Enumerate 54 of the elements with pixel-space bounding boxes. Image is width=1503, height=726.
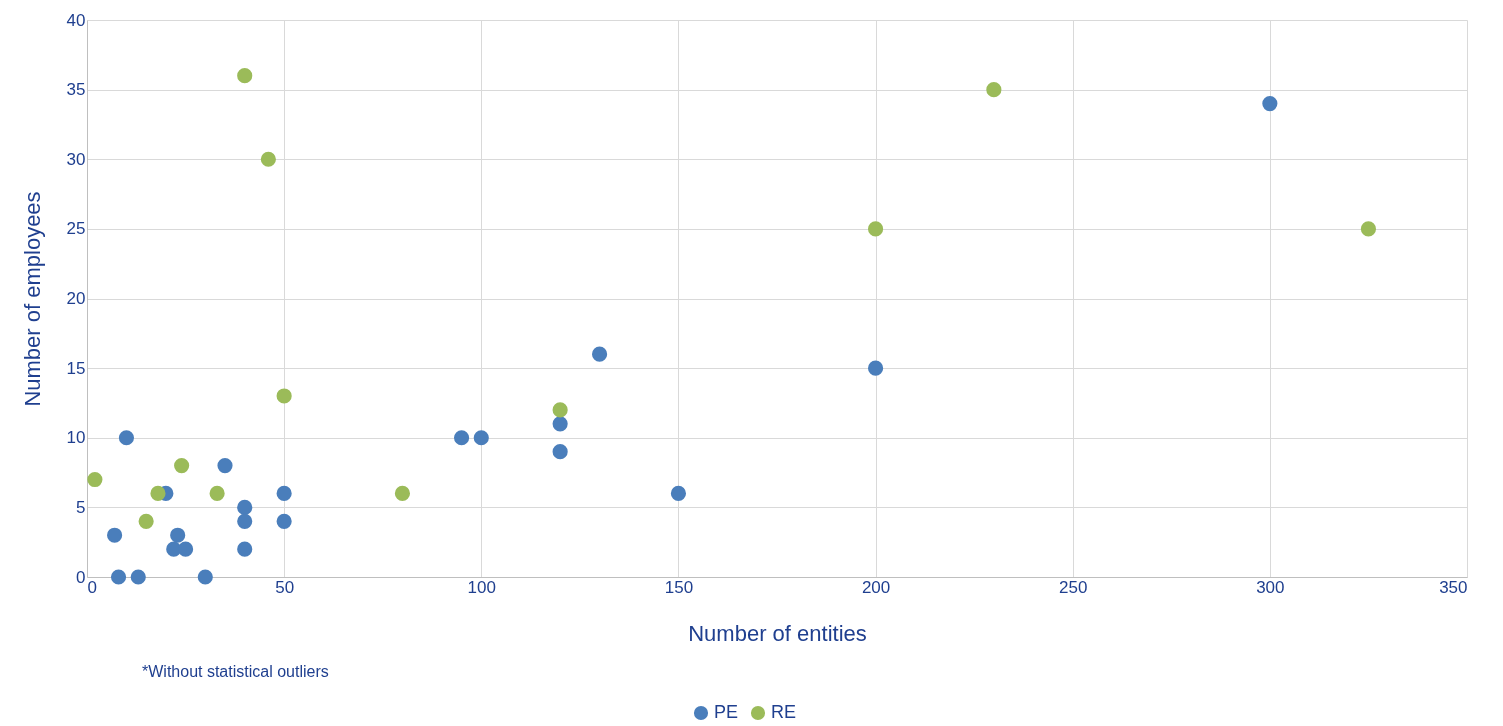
- point: [473, 430, 489, 446]
- point: [177, 541, 194, 557]
- point: [394, 485, 411, 502]
- legend-label: PE: [714, 702, 739, 722]
- x-tick-label: 300: [1256, 577, 1285, 597]
- point: [170, 527, 186, 543]
- point: [552, 416, 568, 432]
- x-tick-label: 100: [467, 577, 496, 597]
- point: [217, 458, 233, 474]
- point: [237, 541, 253, 557]
- point: [453, 430, 470, 446]
- x-axis-title: Number of entities: [688, 620, 867, 646]
- point: [1262, 95, 1278, 112]
- point: [150, 485, 166, 502]
- point: [118, 430, 135, 446]
- point: [276, 485, 292, 502]
- point: [552, 444, 568, 460]
- point: [209, 485, 225, 502]
- x-tick-label: 350: [1439, 577, 1468, 597]
- y-tick-label: 20: [66, 289, 86, 308]
- point: [1360, 221, 1377, 237]
- point: [867, 360, 884, 376]
- point: [670, 485, 687, 502]
- y-tick-label: 40: [66, 10, 86, 30]
- point: [87, 471, 103, 488]
- point: [867, 221, 884, 237]
- y-tick-label: 25: [66, 219, 86, 239]
- point: [110, 569, 127, 585]
- point: [237, 499, 253, 515]
- x-tick-label: 200: [861, 577, 891, 597]
- point: [174, 458, 190, 474]
- y-tick-label: 35: [66, 80, 86, 100]
- x-tick-label: 250: [1059, 577, 1088, 597]
- point: [276, 513, 292, 529]
- point: [552, 402, 568, 418]
- text: *Without statistical outliers: [142, 663, 329, 680]
- point: [986, 82, 1002, 98]
- point: [138, 513, 154, 529]
- y-axis-title: Number of employees: [19, 191, 45, 407]
- point: [591, 346, 608, 362]
- y-tick-label: 10: [66, 428, 86, 448]
- point: [237, 513, 253, 529]
- legend-label: RE: [771, 702, 797, 722]
- y-tick-label: 30: [66, 149, 86, 169]
- y-tick-label: 5: [76, 497, 86, 517]
- point: [260, 151, 276, 167]
- point: [276, 388, 292, 404]
- y-tick-label: 15: [66, 358, 86, 378]
- point: [237, 68, 253, 84]
- point: [130, 569, 146, 585]
- point: [197, 569, 213, 585]
- x-tick-label: 150: [664, 577, 694, 597]
- x-tick-label: 50: [275, 577, 295, 597]
- point: [107, 527, 123, 543]
